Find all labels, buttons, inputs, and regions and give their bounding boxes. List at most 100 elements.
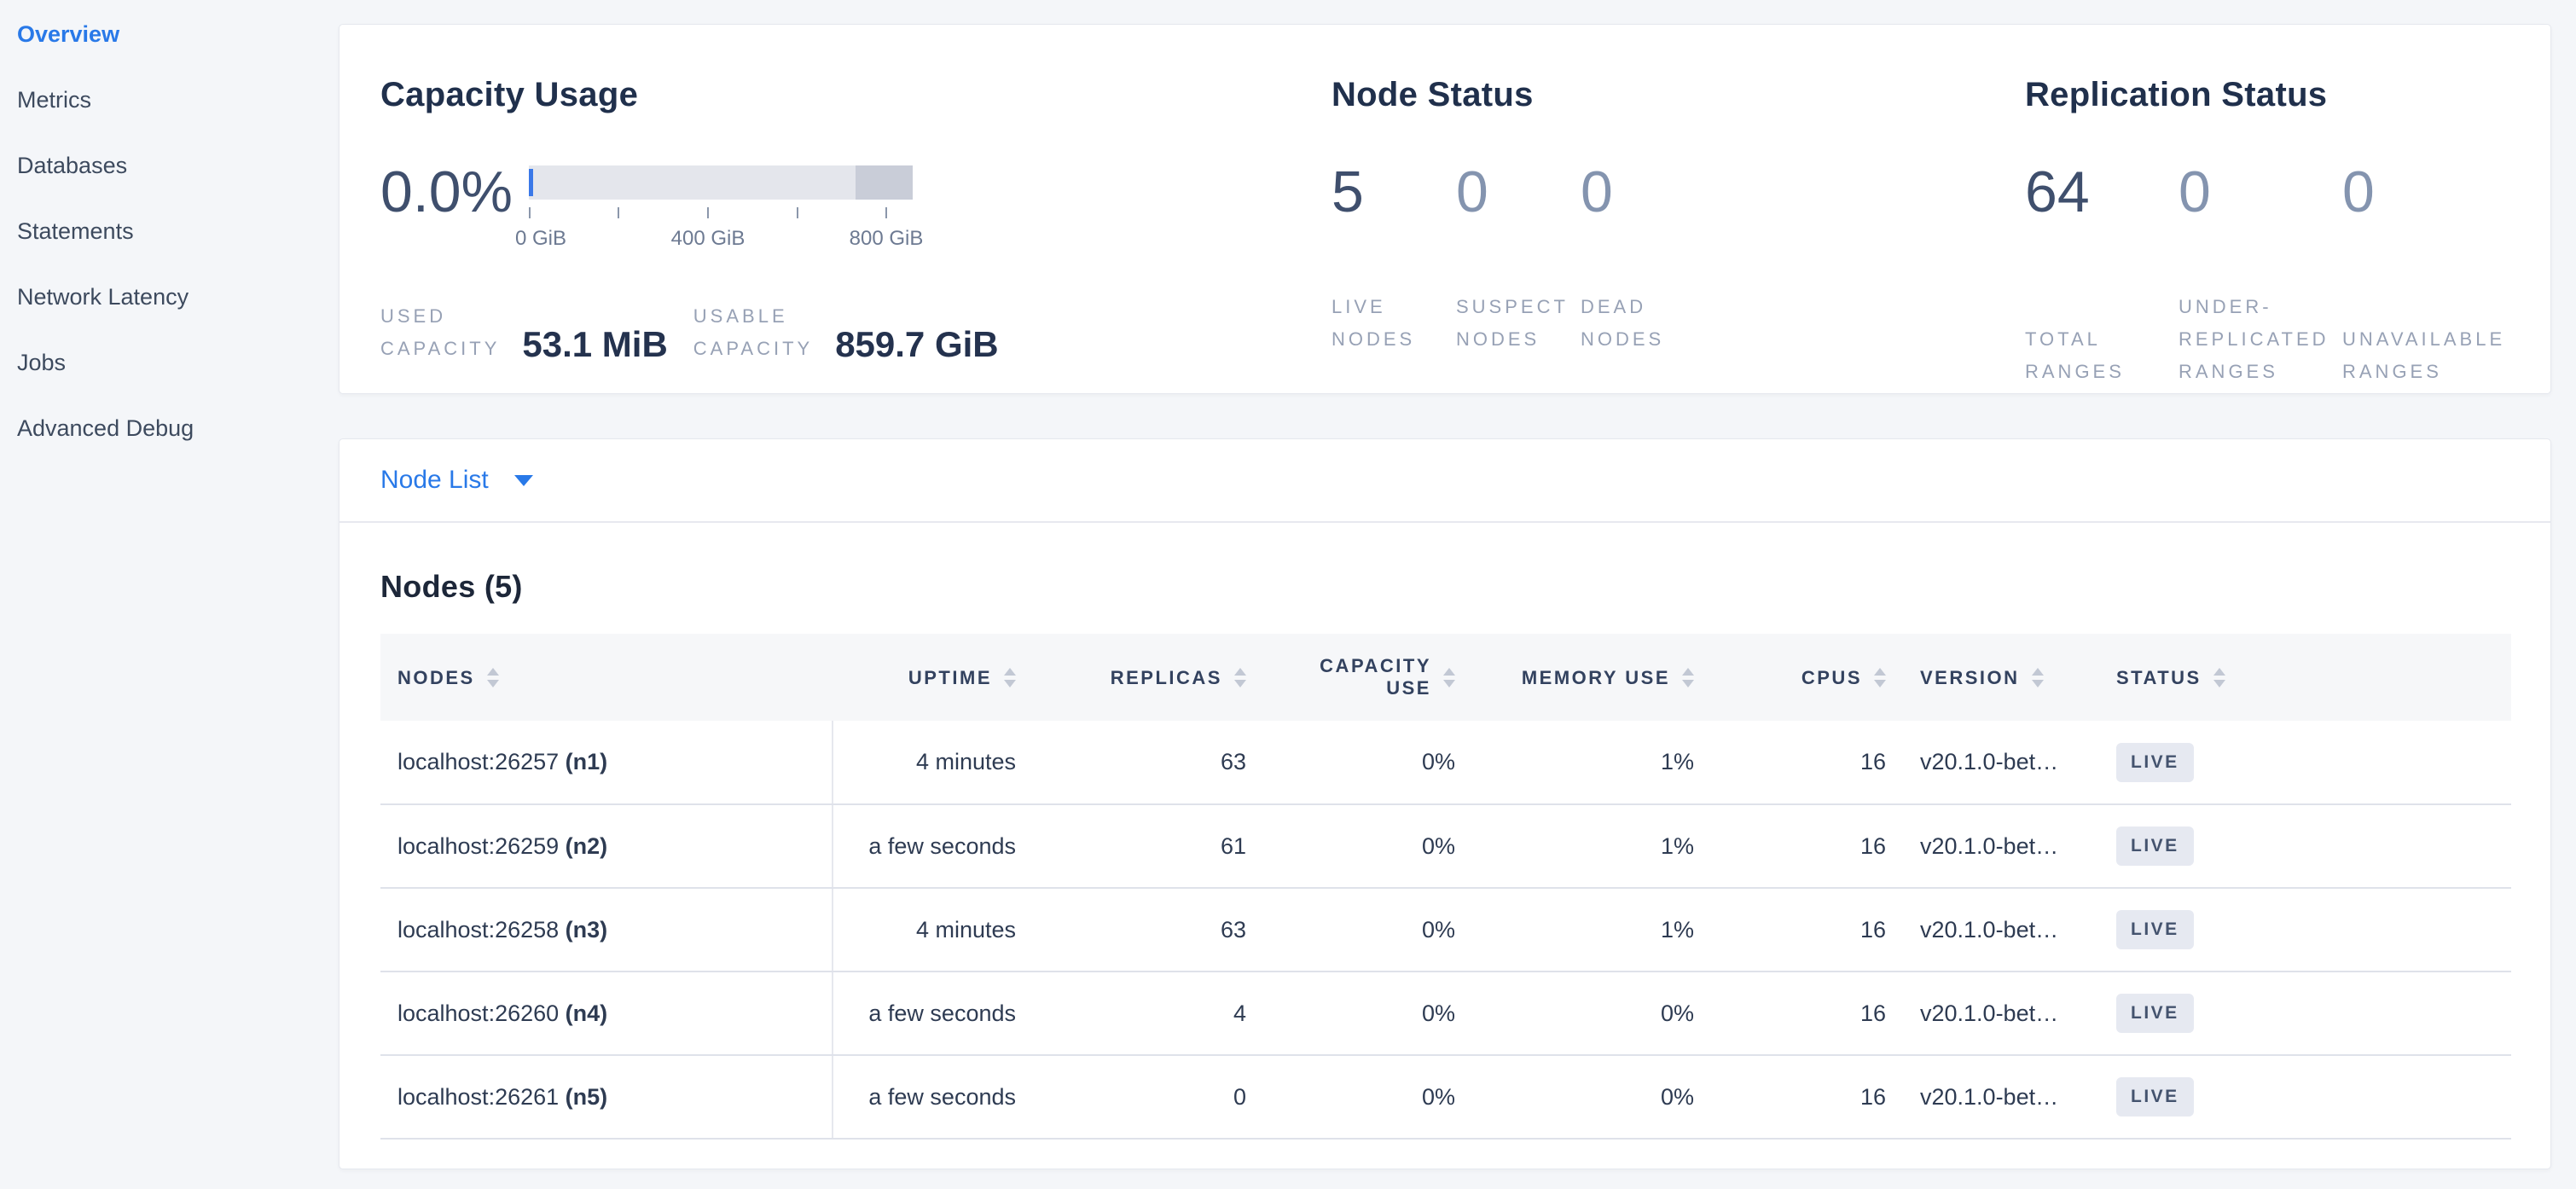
under-replicated-label-line1: UNDER- [2179, 296, 2272, 317]
usable-capacity-label-line1: USABLE [693, 305, 788, 327]
node-address-cell[interactable]: localhost:26258 (n3) [380, 888, 833, 972]
chevron-down-icon [513, 474, 533, 486]
capacity-use-cell: 0% [1263, 1055, 1472, 1140]
cpus-cell: 16 [1711, 1055, 1903, 1140]
status-cell: LIVE [2099, 804, 2261, 889]
sidebar-item-advanced-debug[interactable]: Advanced Debug [17, 415, 194, 441]
dead-label-line2: NODES [1581, 328, 1665, 350]
node-list-dropdown-label: Node List [380, 466, 489, 494]
column-header-nodes[interactable]: NODES [380, 634, 833, 721]
under-replicated-ranges-label: UNDER- REPLICATED RANGES [2179, 291, 2342, 388]
sidebar-item-statements[interactable]: Statements [17, 218, 134, 244]
column-label: REPLICAS [1110, 666, 1222, 688]
replicas-cell: 63 [1033, 721, 1263, 805]
column-label: MEMORY USE [1521, 666, 1670, 688]
suspect-nodes-count: 0 [1456, 160, 1488, 224]
suspect-label-line2: NODES [1456, 328, 1540, 350]
column-header-cpus[interactable]: CPUS [1711, 634, 1903, 721]
table-row-node-5[interactable]: localhost:26261 (n5) a few seconds 0 0% … [380, 1055, 2511, 1140]
node-list-dropdown[interactable]: Node List [339, 439, 2550, 523]
table-row-node-1[interactable]: localhost:26257 (n1) 4 minutes 63 0% 1% … [380, 721, 2511, 805]
version-cell: v20.1.0-bet… [1903, 1055, 2099, 1140]
axis-label-400gib: 400 GiB [670, 227, 746, 250]
column-header-replicas[interactable]: REPLICAS [1033, 634, 1263, 721]
node-id: (n4) [565, 1000, 608, 1026]
node-address-cell[interactable]: localhost:26261 (n5) [380, 1055, 833, 1140]
usable-capacity-label-line2: CAPACITY [693, 338, 814, 359]
capacity-use-cell: 0% [1263, 972, 1472, 1056]
uptime-cell: a few seconds [833, 1055, 1033, 1140]
sidebar-item-overview[interactable]: Overview [17, 21, 120, 47]
version-cell: v20.1.0-bet… [1903, 972, 2099, 1056]
sidebar: Overview Metrics Databases Statements Ne… [0, 0, 333, 461]
node-address-cell[interactable]: localhost:26257 (n1) [380, 721, 833, 805]
node-id: (n2) [565, 832, 608, 859]
uptime-cell: a few seconds [833, 804, 1033, 889]
node-id: (n1) [565, 749, 608, 774]
sort-icon [1682, 668, 1694, 688]
table-row-node-3[interactable]: localhost:26258 (n3) 4 minutes 63 0% 1% … [380, 888, 2511, 972]
axis-tick [707, 207, 709, 218]
cpus-cell: 16 [1711, 804, 1903, 889]
table-row-node-4[interactable]: localhost:26260 (n4) a few seconds 4 0% … [380, 972, 2511, 1056]
total-ranges-count: 64 [2025, 160, 2090, 224]
sidebar-item-network-latency[interactable]: Network Latency [17, 284, 189, 310]
column-header-spacer [2261, 634, 2511, 721]
table-header-row: NODES UPTIME REPLICAS CAPACITY USE MEMOR [380, 634, 2511, 721]
memory-use-cell: 0% [1472, 972, 1711, 1056]
usable-capacity-value: 859.7 GiB [835, 324, 999, 364]
column-label: NODES [397, 666, 475, 688]
node-list-card: Node List Nodes (5) NODES UPTIME [339, 438, 2551, 1169]
replicas-cell: 0 [1033, 1055, 1263, 1140]
uptime-cell: 4 minutes [833, 888, 1033, 972]
status-badge: LIVE [2116, 1077, 2194, 1116]
column-header-status[interactable]: STATUS [2099, 634, 2261, 721]
used-capacity-label: USED CAPACITY [380, 300, 500, 365]
column-header-memory-use[interactable]: MEMORY USE [1472, 634, 1711, 721]
unavailable-ranges-count: 0 [2342, 160, 2375, 224]
unavailable-ranges-label: UNAVAILABLE RANGES [2342, 323, 2505, 388]
spacer-cell [2261, 1055, 2511, 1140]
status-cell: LIVE [2099, 1055, 2261, 1140]
memory-use-cell: 0% [1472, 1055, 1711, 1140]
cpus-cell: 16 [1711, 721, 1903, 805]
column-label: CPUS [1801, 666, 1862, 688]
node-address-cell[interactable]: localhost:26260 (n4) [380, 972, 833, 1056]
capacity-bar-chart: 0 GiB 400 GiB 800 GiB [515, 161, 923, 252]
total-ranges-label-line1: TOTAL [2025, 328, 2101, 350]
sort-icon [2031, 668, 2044, 688]
node-address: localhost:26258 [397, 916, 560, 942]
node-address-cell[interactable]: localhost:26259 (n2) [380, 804, 833, 889]
node-status-title: Node Status [1332, 76, 1534, 113]
spacer-cell [2261, 804, 2511, 889]
table-row-node-2[interactable]: localhost:26259 (n2) a few seconds 61 0%… [380, 804, 2511, 889]
sidebar-item-jobs[interactable]: Jobs [17, 350, 67, 375]
column-header-capacity-use[interactable]: CAPACITY USE [1263, 634, 1472, 721]
status-badge: LIVE [2116, 910, 2194, 949]
spacer-cell [2261, 888, 2511, 972]
status-cell: LIVE [2099, 972, 2261, 1056]
cpus-cell: 16 [1711, 972, 1903, 1056]
under-replicated-label-line2: REPLICATED [2179, 328, 2329, 350]
sidebar-item-databases[interactable]: Databases [17, 153, 128, 178]
dead-nodes-count: 0 [1581, 160, 1613, 224]
suspect-nodes-label: SUSPECT NODES [1456, 291, 1581, 356]
column-header-version[interactable]: VERSION [1903, 634, 2099, 721]
cluster-summary-card: Capacity Usage 0.0% [339, 24, 2551, 394]
capacity-usage-section: Capacity Usage 0.0% [380, 25, 1332, 393]
column-header-uptime[interactable]: UPTIME [833, 634, 1033, 721]
sidebar-item-metrics[interactable]: Metrics [17, 87, 91, 113]
uptime-cell: 4 minutes [833, 721, 1033, 805]
node-id: (n3) [565, 916, 608, 942]
capacity-bar-other-usage-segment [855, 165, 913, 200]
version-cell: v20.1.0-bet… [1903, 888, 2099, 972]
nodes-table: NODES UPTIME REPLICAS CAPACITY USE MEMOR [380, 634, 2511, 1140]
live-nodes-count: 5 [1332, 160, 1364, 224]
nodes-section: Nodes (5) NODES UPTIME RE [339, 569, 2550, 1140]
nodes-heading: Nodes (5) [380, 569, 523, 604]
memory-use-cell: 1% [1472, 804, 1711, 889]
axis-label-0gib: 0 GiB [514, 227, 567, 250]
node-status-section: Node Status 5 0 0 LIVE NODES SUSPECT NOD… [1332, 25, 2025, 393]
usable-capacity-stat: USABLE CAPACITY 859.7 GiB [693, 300, 999, 365]
